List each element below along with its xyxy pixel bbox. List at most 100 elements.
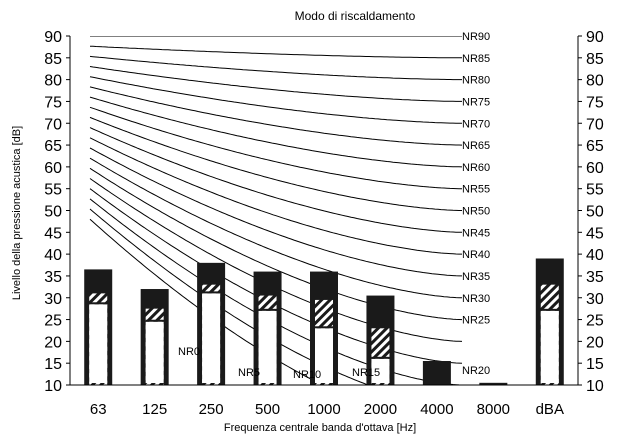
y-tick-label-right: 80	[586, 73, 604, 90]
nr-curve	[89, 147, 462, 277]
nr-curve-label: NR20	[462, 365, 490, 377]
x-tick-label: 2000	[364, 401, 397, 418]
nr-curve	[89, 106, 462, 190]
y-tick-label-left: 10	[44, 378, 62, 395]
y-tick-label-right: 15	[586, 356, 604, 373]
bar-divider	[315, 326, 333, 329]
y-tick-label-right: 45	[586, 225, 604, 242]
x-tick-label: 1000	[307, 401, 340, 418]
y-tick-label-right: 90	[586, 29, 604, 46]
y-tick-label-right: 70	[586, 116, 604, 133]
y-tick-label-left: 40	[44, 247, 62, 264]
bar-inner	[371, 358, 390, 383]
bar-inner	[258, 310, 277, 383]
y-tick-label-right: 50	[586, 204, 604, 221]
nr-curve-label: NR80	[462, 75, 490, 87]
y-tick-label-right: 85	[586, 51, 604, 68]
bar-inner	[145, 321, 164, 383]
nr-curve-label: NR40	[462, 249, 490, 261]
y-tick-label-left: 85	[44, 51, 62, 68]
y-tick-label-left: 90	[44, 29, 62, 46]
y-tick-label-left: 25	[44, 313, 62, 330]
x-tick-label: 250	[199, 401, 224, 418]
y-ticks-right: 10 15 20 25 30 35 40 45 50 55 60 65 70 75 80 85 90	[578, 29, 604, 395]
x-tick-label: 125	[142, 401, 167, 418]
y-tick-label-right: 65	[586, 138, 604, 155]
y-tick-label-right: 20	[586, 334, 604, 351]
bar-inner	[315, 328, 333, 383]
x-axis-title: Frequenza centrale banda d'ottava [Hz]	[224, 422, 416, 434]
bar-divider	[371, 356, 390, 359]
chart-title: Modo di riscaldamento	[295, 9, 416, 23]
x-tick-label: dBA	[536, 401, 564, 418]
nr-curve-label: NR5	[238, 367, 260, 379]
y-tick-label-left: 80	[44, 73, 62, 90]
nr-curve	[89, 96, 463, 168]
nr-curve	[89, 127, 462, 233]
y-tick-label-right: 10	[586, 378, 604, 395]
nr-curve-label: NR35	[462, 271, 490, 283]
x-tick-label: 500	[255, 401, 280, 418]
nr-curve-label: NR45	[462, 227, 490, 239]
y-tick-label-left: 50	[44, 204, 62, 221]
nr-curve	[89, 167, 463, 321]
nr-curve	[89, 137, 462, 255]
nr-curve-label: NR75	[462, 96, 490, 108]
bar-inner	[202, 293, 221, 383]
y-tick-label-left: 65	[44, 138, 62, 155]
bar-inner	[89, 304, 108, 383]
bar-divider	[202, 291, 221, 294]
nr-curve-labels: NR90 NR85 NR80 NR75 NR70 NR65 NR60 NR55 NR50 NR45…	[178, 31, 490, 381]
nr-curve	[89, 116, 462, 211]
bar-outer	[479, 382, 508, 385]
y-tick-label-left: 15	[44, 356, 62, 373]
bar-divider	[145, 319, 164, 322]
nr-curve	[89, 76, 463, 124]
nr-curve	[89, 66, 462, 102]
nr-curve-label: NR60	[462, 162, 490, 174]
y-tick-label-left: 35	[44, 269, 62, 286]
nr-curve-label: NR25	[462, 315, 490, 327]
nr-curve-label: NR10	[293, 369, 321, 381]
x-tick-label: 63	[90, 401, 107, 418]
nr-curve-label: NR0	[178, 346, 200, 358]
x-tick-label: 8000	[477, 401, 510, 418]
y-tick-label-left: 30	[44, 291, 62, 308]
y-tick-label-left: 60	[44, 160, 62, 177]
y-axis-title: Livello della pressione acustica [dB]	[11, 126, 23, 300]
nr-curve	[89, 157, 463, 299]
y-tick-label-right: 35	[586, 269, 604, 286]
bar-outer	[422, 361, 451, 385]
bar-divider	[540, 308, 559, 311]
bar-divider	[89, 302, 108, 305]
y-tick-label-left: 70	[44, 116, 62, 133]
bars	[84, 258, 564, 385]
y-tick-label-right: 60	[586, 160, 604, 177]
nr-curve-label: NR90	[462, 31, 490, 43]
nr-curve-label: NR65	[462, 140, 490, 152]
nr-curve	[89, 86, 463, 146]
y-tick-label-left: 20	[44, 334, 62, 351]
nr-curve-label: NR50	[462, 206, 490, 218]
x-ticks: 63 125 250 500 1000 2000 4000 8000 dBA	[90, 401, 564, 418]
y-tick-label-right: 55	[586, 182, 604, 199]
y-tick-label-left: 75	[44, 94, 62, 111]
y-tick-label-right: 25	[586, 313, 604, 330]
y-tick-label-left: 55	[44, 182, 62, 199]
nr-curve-label: NR30	[462, 293, 490, 305]
bar-inner	[540, 310, 559, 383]
y-tick-label-right: 75	[586, 94, 604, 111]
x-tick-label: 4000	[420, 401, 453, 418]
bar-divider	[258, 308, 277, 311]
y-tick-label-left: 45	[44, 225, 62, 242]
nr-curve	[89, 45, 462, 59]
nr-curve-label: NR85	[462, 53, 490, 65]
nr-curve-label: NR70	[462, 118, 490, 130]
y-tick-label-right: 30	[586, 291, 604, 308]
y-tick-label-right: 40	[586, 247, 604, 264]
y-ticks-left: 10 15 20 25 30 35 40 45 50 55 60 65 70 75 80 85 90	[44, 29, 70, 395]
nr-curve-label: NR55	[462, 184, 490, 196]
nr-curve	[89, 55, 462, 81]
